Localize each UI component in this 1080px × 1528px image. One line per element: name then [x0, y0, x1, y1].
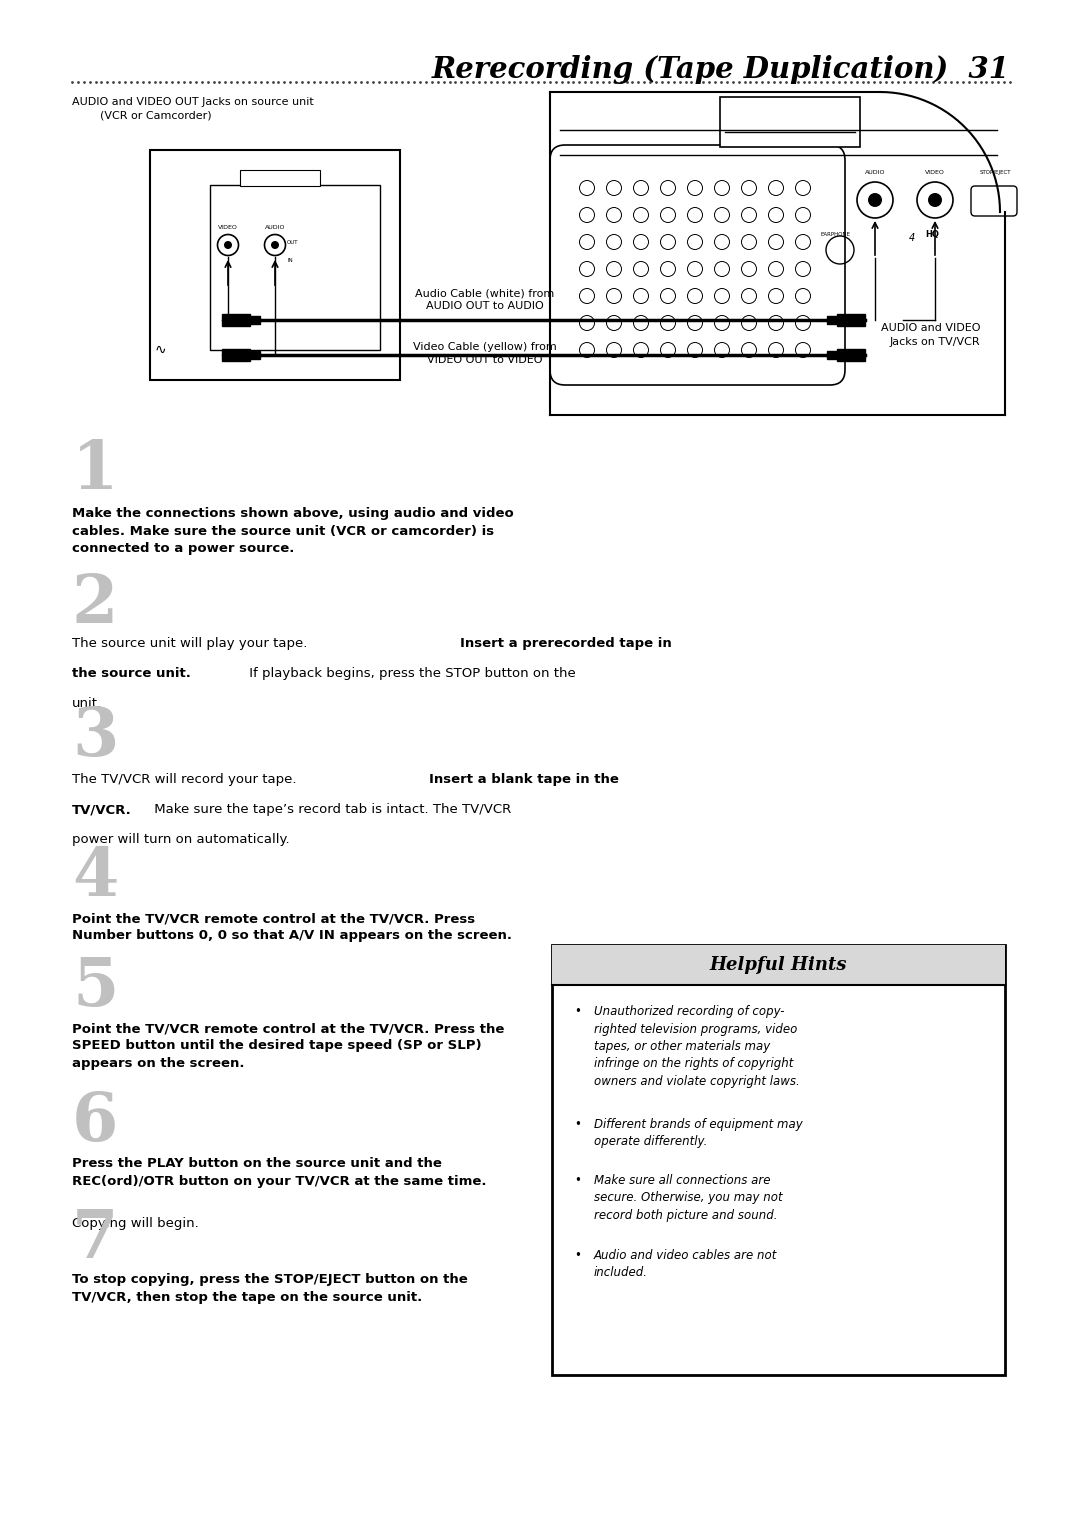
Text: unit.: unit. [72, 697, 103, 711]
Text: To stop copying, press the STOP/EJECT button on the
TV/VCR, then stop the tape o: To stop copying, press the STOP/EJECT bu… [72, 1273, 468, 1303]
Bar [837, 348, 865, 361]
Text: AUDIO: AUDIO [865, 170, 886, 174]
Text: The source unit will play your tape.: The source unit will play your tape. [72, 637, 312, 649]
Text: Make the connections shown above, using audio and video
cables. Make sure the so: Make the connections shown above, using … [72, 507, 514, 555]
Text: •: • [573, 1005, 581, 1018]
Bar [837, 313, 865, 325]
Bar [550, 92, 1005, 416]
Text: STOP/EJECT: STOP/EJECT [980, 170, 1011, 174]
Text: Copying will begin.: Copying will begin. [72, 1216, 199, 1230]
Text: 7: 7 [72, 1207, 119, 1271]
Text: Rerecording (Tape Duplication)  31: Rerecording (Tape Duplication) 31 [432, 55, 1010, 84]
Text: VIDEO: VIDEO [926, 170, 945, 174]
Text: Insert a prerecorded tape in: Insert a prerecorded tape in [460, 637, 672, 649]
Text: EARPHONE: EARPHONE [820, 232, 850, 237]
Text: TV/VCR.: TV/VCR. [72, 804, 132, 816]
Bar [720, 96, 860, 147]
Text: Audio Cable (white) from
AUDIO OUT to AUDIO: Audio Cable (white) from AUDIO OUT to AU… [416, 287, 555, 312]
Bar [249, 351, 260, 359]
Text: 6: 6 [72, 1089, 119, 1155]
Bar [210, 185, 380, 350]
Text: VIDEO: VIDEO [218, 225, 238, 231]
Text: Unauthorized recording of copy-
righted television programs, video
tapes, or oth: Unauthorized recording of copy- righted … [594, 1005, 800, 1088]
Text: Insert a blank tape in the: Insert a blank tape in the [429, 773, 619, 785]
Text: Different brands of equipment may
operate differently.: Different brands of equipment may operat… [594, 1118, 802, 1149]
Text: Helpful Hints: Helpful Hints [710, 957, 847, 973]
Bar [150, 150, 400, 380]
Text: AUDIO and VIDEO
Jacks on TV/VCR: AUDIO and VIDEO Jacks on TV/VCR [880, 324, 980, 347]
Text: Point the TV/VCR remote control at the TV/VCR. Press
Number buttons 0, 0 so that: Point the TV/VCR remote control at the T… [72, 912, 512, 943]
Text: AUDIO and VIDEO OUT Jacks on source unit
        (VCR or Camcorder): AUDIO and VIDEO OUT Jacks on source unit… [72, 96, 314, 121]
Text: •: • [573, 1118, 581, 1131]
Bar [240, 171, 320, 185]
Bar [249, 316, 260, 324]
Text: •: • [573, 1174, 581, 1187]
Text: 2: 2 [72, 571, 119, 637]
Text: Video Cable (yellow) from
VIDEO OUT to VIDEO: Video Cable (yellow) from VIDEO OUT to V… [414, 342, 557, 365]
Text: AUDIO: AUDIO [265, 225, 285, 231]
Bar [552, 944, 1005, 1375]
Text: OUT: OUT [287, 240, 298, 246]
Text: If playback begins, press the STOP button on the: If playback begins, press the STOP butto… [245, 668, 576, 680]
Bar [827, 351, 837, 359]
Text: IN: IN [287, 258, 293, 263]
Text: power will turn on automatically.: power will turn on automatically. [72, 833, 289, 847]
Bar [222, 348, 249, 361]
FancyBboxPatch shape [550, 145, 845, 385]
Bar [552, 944, 1005, 986]
Text: ∿: ∿ [156, 342, 166, 358]
Text: the source unit.: the source unit. [72, 668, 191, 680]
Circle shape [868, 193, 882, 206]
Bar [222, 313, 249, 325]
Text: •: • [573, 1248, 581, 1262]
Text: Point the TV/VCR remote control at the TV/VCR. Press the
SPEED button until the : Point the TV/VCR remote control at the T… [72, 1022, 504, 1070]
Circle shape [271, 241, 279, 249]
Circle shape [224, 241, 232, 249]
Text: Audio and video cables are not
included.: Audio and video cables are not included. [594, 1248, 778, 1279]
FancyBboxPatch shape [971, 186, 1017, 215]
Text: Press the PLAY button on the source unit and the
REC(ord)/OTR button on your TV/: Press the PLAY button on the source unit… [72, 1157, 486, 1187]
Text: 4: 4 [908, 232, 915, 243]
Bar [827, 316, 837, 324]
Text: Make sure all connections are
secure. Otherwise, you may not
record both picture: Make sure all connections are secure. Ot… [594, 1174, 783, 1222]
Circle shape [928, 193, 942, 206]
Text: The TV/VCR will record your tape.: The TV/VCR will record your tape. [72, 773, 300, 785]
Text: 5: 5 [72, 955, 119, 1021]
Text: 4: 4 [72, 845, 119, 911]
Text: 1: 1 [72, 439, 119, 503]
Text: Make sure the tape’s record tab is intact. The TV/VCR: Make sure the tape’s record tab is intac… [150, 804, 512, 816]
Text: HQ: HQ [924, 231, 939, 240]
Text: 3: 3 [72, 704, 119, 770]
